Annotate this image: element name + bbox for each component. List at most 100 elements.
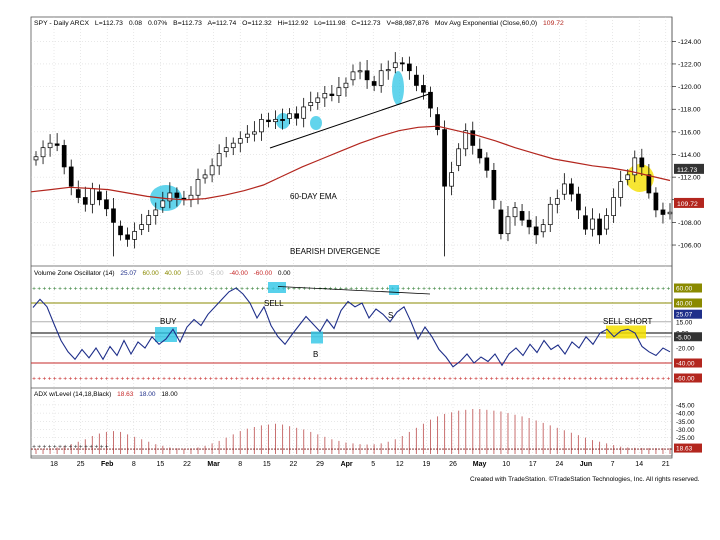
vzo-plus-marker-neg60: + [412,376,416,383]
candle [252,121,257,142]
candle [188,186,194,208]
x-tick-label: Jun [580,461,592,468]
vzo-plus-marker-60: + [479,286,483,293]
candle-body-down [329,93,335,96]
vzo-plus-marker-60: + [552,286,556,293]
x-tick-label: 18 [50,461,58,468]
x-tick-label: May [473,461,487,468]
candle [308,91,314,112]
candle-body-up [357,70,363,73]
vzo-plus-marker-60: + [620,286,624,293]
cyan-highlight-peak-2 [392,71,404,105]
vzo-axis-label-box [674,283,702,293]
vzo-plus-marker-neg60: + [583,376,587,383]
vzo-plus-marker-60: + [63,286,67,293]
candle-body-down [646,174,652,194]
candle-layer [33,52,673,257]
candle [371,75,377,92]
x-tick-label: 8 [132,461,136,468]
vzo-plus-marker-neg60: + [308,376,312,383]
candle-body-up [512,207,518,218]
candle-body-up [322,93,328,99]
candle-body-up [449,172,454,187]
vzo-plus-marker-60: + [173,286,177,293]
vzo-plus-marker-neg60: + [105,376,109,383]
vzo-plus-marker-neg60: + [485,376,489,383]
vzo-plus-marker-neg60: + [365,376,369,383]
vzo-plus-marker-neg60: + [635,376,639,383]
x-tick-label: Feb [101,461,113,468]
vzo-plus-marker-neg60: + [615,376,619,383]
candle-body-down [61,145,67,168]
vzo-plus-marker-neg60: + [557,376,561,383]
vzo-plus-marker-neg60: + [438,376,442,383]
candle [583,206,588,235]
vzo-plus-marker-neg60: + [443,376,447,383]
candle-body-up [385,69,391,72]
vzo-plus-marker-60: + [204,286,208,293]
axis-layer: 18 25 Feb 8 15 22 Mar 8 15 22 29 Apr 5 12 19 26 May 10 17 2… [50,39,704,468]
vzo-plus-marker-neg60: + [79,376,83,383]
vzo-plus-marker-60: + [604,286,608,293]
vzo-plus-marker-neg60: + [490,376,494,383]
vzo-plus-marker-60: + [256,286,260,293]
y-tick-label: -108.00 [678,220,701,227]
vzo-plus-marker-60: + [199,286,203,293]
vzo-plus-marker-neg60: + [344,376,348,383]
candle-body-up [667,211,673,215]
vzo-plus-marker-neg60: + [173,376,177,383]
vzo-plus-marker-60: + [661,286,665,293]
vzo-plus-marker-neg60: + [204,376,208,383]
candle-body-up [350,71,356,81]
vzo-plus-marker-60: + [568,286,572,293]
candle [237,131,243,153]
vzo-plus-marker-60: + [537,286,541,293]
vzo-plus-marker-neg60: + [349,376,353,383]
x-tick-label: Mar [207,461,220,468]
candle-body-up [336,87,342,96]
candle [329,85,335,102]
candle-body-up [632,157,638,176]
b-annotation: B [313,350,318,359]
vzo-plus-marker-neg60: + [277,376,281,383]
vzo-plus-marker-60: + [188,286,192,293]
candle [280,108,285,130]
candle [526,211,532,235]
candle [540,218,546,238]
vzo-plus-marker-60: + [178,286,182,293]
vzo-plus-marker-neg60: + [511,376,515,383]
x-tick-label: 22 [290,461,298,468]
candle-body-down [470,130,476,146]
vzo-plus-marker-60: + [110,286,114,293]
candle-body-down [399,62,405,65]
vzo-plus-marker-60: + [625,286,629,293]
candle-body-up [308,102,314,106]
vzo-plus-marker-60: + [459,286,463,293]
vzo-plus-marker-neg60: + [157,376,161,383]
vzo-plus-marker-neg60: + [37,376,41,383]
candle [125,227,130,247]
x-tick-label: 15 [263,461,271,468]
vzo-plus-marker-60: + [563,286,567,293]
candle-body-up [90,188,95,205]
vzo-plus-marker-neg60: + [381,376,385,383]
vzo-plus-marker-neg60: + [323,376,327,383]
adx-layer: + + + + + + + + + + + + + + + [31,409,672,454]
candle-body-down [569,183,574,195]
vzo-plus-marker-neg60: + [209,376,213,383]
vzo-plus-marker-neg60: + [32,376,36,383]
vzo-plus-marker-neg60: + [251,376,255,383]
last-price-label-box [674,163,704,174]
vzo-axis-label-box [674,298,702,308]
adx-plus-marker: + [43,443,47,450]
vzo-plus-marker-60: + [230,286,234,293]
vzo-layer: + + + + + + + + + + + + + + + + + + + + + + + + + + + + + + + + + + + + + + + +… [31,282,672,383]
vzo-axis-label: -20.00 [676,346,695,353]
vzo-header: Volume Zone Oscillator (14) 25.07 60.00 … [34,270,291,277]
vzo-plus-marker-neg60: + [334,376,338,383]
vzo-plus-marker-60: + [355,286,359,293]
candle [477,138,483,164]
candle-body-up [237,138,243,144]
vzo-plus-marker-60: + [667,286,671,293]
sell-short-signal-box [606,325,646,339]
